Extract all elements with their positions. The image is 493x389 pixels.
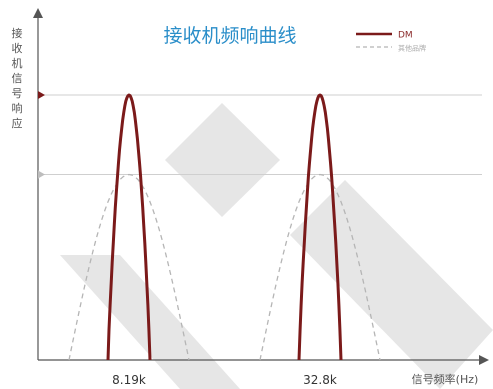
watermark [60,103,493,389]
y-axis-arrow [33,8,43,18]
x-tick-label-2: 32.8k [303,373,337,387]
watermark-band-2 [290,180,493,389]
x-axis-label: 信号频率(Hz) [412,372,479,386]
x-axis-arrow [479,355,489,365]
legend-label-2: 其他品牌 [398,44,426,53]
chart-title: 接收机频响曲线 [163,25,296,47]
legend-label-1: DM [398,31,413,41]
reference-marker-2 [38,170,45,179]
reference-marker-1 [38,91,45,99]
series-other-peak-1 [68,173,190,361]
series-layer [68,93,381,361]
y-axis-label: 接收机信号响应 [12,27,23,130]
watermark-band-3 [165,103,280,217]
reference-lines [38,91,482,179]
series-dm-peak-1 [106,93,152,361]
series-other-peak-2 [259,173,381,361]
x-tick-labels: 8.19k 32.8k [112,373,337,387]
legend: DM 其他品牌 [356,31,426,53]
series-dm-peak-2 [297,93,343,361]
x-tick-label-1: 8.19k [112,373,146,387]
